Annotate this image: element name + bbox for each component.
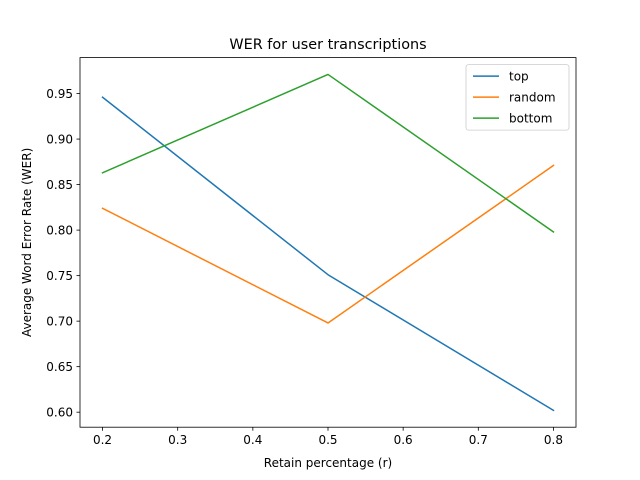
legend-box [465, 64, 570, 131]
legend-label-top: top [509, 69, 529, 83]
plot-marks [101, 73, 555, 412]
legend-label-random: random [509, 90, 556, 104]
y-tick-label: 0.75 [46, 269, 73, 283]
x-tick-label: 0.8 [544, 433, 563, 447]
x-tick-label: 0.2 [93, 433, 112, 447]
x-tick-label: 0.4 [243, 433, 262, 447]
series-line-bottom [101, 73, 555, 233]
legend-label-bottom: bottom [509, 111, 552, 125]
series-line-top [101, 96, 555, 412]
x-tick-label: 0.5 [318, 433, 337, 447]
x-tick-label: 0.6 [394, 433, 413, 447]
y-tick-label: 0.85 [46, 178, 73, 192]
x-axis-ticks: 0.2 0.3 0.4 0.5 0.6 0.7 0.8 [93, 427, 563, 447]
y-axis-label: Average Word Error Rate (WER) [20, 148, 34, 337]
x-tick-label: 0.3 [168, 433, 187, 447]
legend: top random bottom [465, 64, 570, 131]
y-axis-ticks: 0.60 0.65 0.70 0.75 0.80 0.85 0.90 0.95 [46, 87, 80, 419]
y-tick-label: 0.70 [46, 314, 73, 328]
x-axis-label: Retain percentage (r) [264, 456, 392, 470]
x-tick-label: 0.7 [469, 433, 488, 447]
chart-title: WER for user transcriptions [229, 37, 426, 53]
y-tick-label: 0.80 [46, 223, 73, 237]
series-line-random [101, 164, 555, 324]
y-tick-label: 0.90 [46, 132, 73, 146]
y-tick-label: 0.60 [46, 405, 73, 419]
y-tick-label: 0.95 [46, 87, 73, 101]
y-tick-label: 0.65 [46, 360, 73, 374]
